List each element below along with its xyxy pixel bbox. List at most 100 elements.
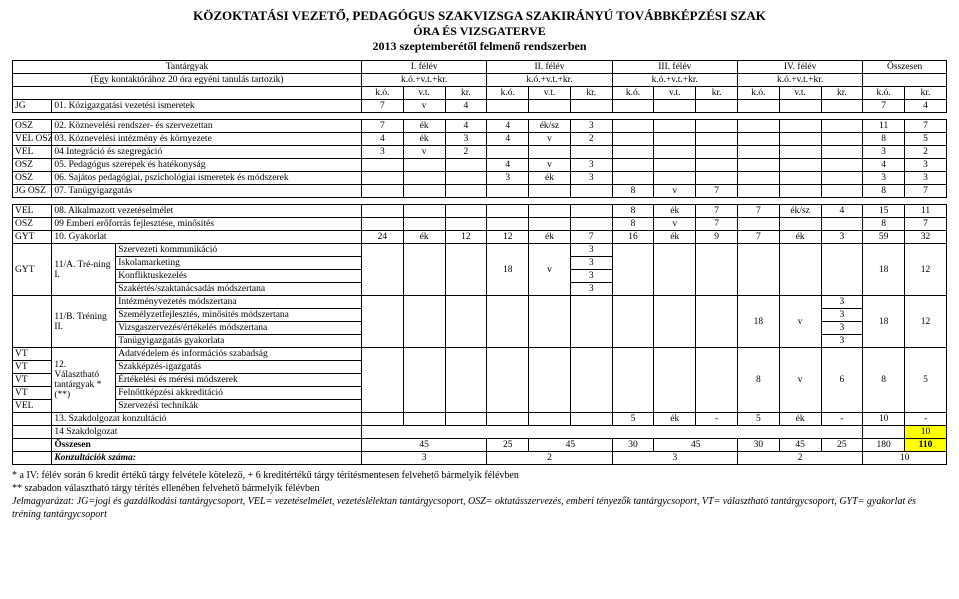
c07-7: 8	[612, 185, 654, 198]
c10-10: 7	[737, 231, 779, 244]
c11a-14: 12	[905, 244, 947, 296]
cat-11a: GYT	[13, 244, 52, 296]
c02-9	[696, 120, 738, 133]
c11b-9	[696, 296, 738, 348]
c13-14: -	[905, 413, 947, 426]
c13-6	[570, 413, 612, 426]
c07-8: v	[654, 185, 696, 198]
hdr-kr-sum: kr.	[905, 87, 947, 100]
c02-3: 4	[445, 120, 487, 133]
c06-3	[445, 172, 487, 185]
c07-10	[737, 185, 779, 198]
c02-12	[821, 120, 863, 133]
cat-konz	[13, 452, 52, 465]
c11b-4	[487, 296, 529, 348]
subj-11a-2: Iskolamarketing	[116, 257, 362, 270]
c01-13: 7	[863, 100, 905, 113]
row-02: OSZ 02. Köznevelési rendszer- és szervez…	[13, 120, 947, 133]
hdr-ko-1: k.ó.	[361, 87, 403, 100]
hdr-ko-3: k.ó.	[612, 87, 654, 100]
c11a-13: 18	[863, 244, 905, 296]
c08-13: 15	[863, 205, 905, 218]
c10-6: 7	[570, 231, 612, 244]
c09-9: 7	[696, 218, 738, 231]
c06-2	[403, 172, 445, 185]
c09-7: 8	[612, 218, 654, 231]
row-04: VEL 04 Integráció és szegregáció 3v2 32	[13, 146, 947, 159]
subj-09: 09 Emberi erőforrás fejlesztése, minősít…	[52, 218, 362, 231]
grp-11b: 11/B. Tréning II.	[52, 296, 116, 348]
c02-7	[612, 120, 654, 133]
subj-05: 05. Pedagógus szerepek és hatékonyság	[52, 159, 362, 172]
c05-7	[612, 159, 654, 172]
c06-8	[654, 172, 696, 185]
c03-10	[737, 133, 779, 146]
c11a-3	[445, 244, 487, 296]
hdr-kr-2: kr.	[570, 87, 612, 100]
subj-14: 14 Szakdolgozat	[52, 426, 362, 439]
c03-6: 2	[570, 133, 612, 146]
c02-6: 3	[570, 120, 612, 133]
grp-11a: 11/A. Tré-ning I.	[52, 244, 116, 296]
header-row-2: (Egy kontaktórához 20 óra egyéni tanulás…	[13, 74, 947, 87]
c02-4: 4	[487, 120, 529, 133]
title-line-2: ÓRA ÉS VIZSGATERVE	[12, 24, 947, 39]
hdr-sem4b: k.ó.+v.t.+kr.	[737, 74, 862, 87]
c07-4	[487, 185, 529, 198]
c05-8	[654, 159, 696, 172]
c11b-1	[361, 296, 403, 348]
c10-14: 32	[905, 231, 947, 244]
c03-9	[696, 133, 738, 146]
c09-14: 7	[905, 218, 947, 231]
c11a-1	[361, 244, 403, 296]
footnote-legend: Jelmagyarázat: JG=jogi és gazdálkodási t…	[12, 495, 947, 521]
c08-11: ék/sz	[779, 205, 821, 218]
cat-06: OSZ	[13, 172, 52, 185]
c12-12: 6	[821, 348, 863, 413]
c13-3	[445, 413, 487, 426]
c10-12: 3	[821, 231, 863, 244]
c01-8	[654, 100, 696, 113]
cat-09: OSZ	[13, 218, 52, 231]
c06-5: ék	[529, 172, 571, 185]
sum-s4c: 25	[821, 439, 863, 452]
row-03: VEL OSZ 03. Köznevelési intézmény és kör…	[13, 133, 947, 146]
c03-4: 4	[487, 133, 529, 146]
row-09: OSZ 09 Emberi erőforrás fejlesztése, min…	[13, 218, 947, 231]
c13-7: 5	[612, 413, 654, 426]
cat-12-1: VT	[13, 348, 52, 361]
c04-10	[737, 146, 779, 159]
cat-10: GYT	[13, 231, 52, 244]
c06-9	[696, 172, 738, 185]
sum-s3a: 30	[612, 439, 654, 452]
c03-1: 4	[361, 133, 403, 146]
c11a-9	[696, 244, 738, 296]
footnotes: * a IV: félév során 6 kredit értékű tárg…	[12, 469, 947, 521]
c05-2	[403, 159, 445, 172]
c08-12: 4	[821, 205, 863, 218]
c11a-8	[654, 244, 696, 296]
c05-4: 4	[487, 159, 529, 172]
c01-3: 4	[445, 100, 487, 113]
c07-11	[779, 185, 821, 198]
c01-6	[570, 100, 612, 113]
hdr-sem3b: k.ó.+v.t.+kr.	[612, 74, 737, 87]
subj-08: 08. Alkalmazott vezetéselmélet	[52, 205, 362, 218]
hdr-vt-1: v.t.	[403, 87, 445, 100]
c12-13: 8	[863, 348, 905, 413]
cat-01: JG	[13, 100, 52, 113]
konz-s4: 2	[737, 452, 862, 465]
c12-11: v	[779, 348, 821, 413]
row-sum: Összesen 45 2545 3045 304525 180110	[13, 439, 947, 452]
c11b-6	[570, 296, 612, 348]
c11a-7	[612, 244, 654, 296]
header-row-3: k.ó.v.t.kr. k.ó.v.t.kr. k.ó.v.t.kr. k.ó.…	[13, 87, 947, 100]
c12-10: 8	[737, 348, 779, 413]
c12-4	[487, 348, 529, 413]
hdr-ko-4: k.ó.	[737, 87, 779, 100]
c07-6	[570, 185, 612, 198]
c05-11	[779, 159, 821, 172]
c08-7: 8	[612, 205, 654, 218]
subj-06: 06. Sajátos pedagógiai, pszichológiai is…	[52, 172, 362, 185]
subj-konz: Konzultációk száma:	[52, 452, 362, 465]
